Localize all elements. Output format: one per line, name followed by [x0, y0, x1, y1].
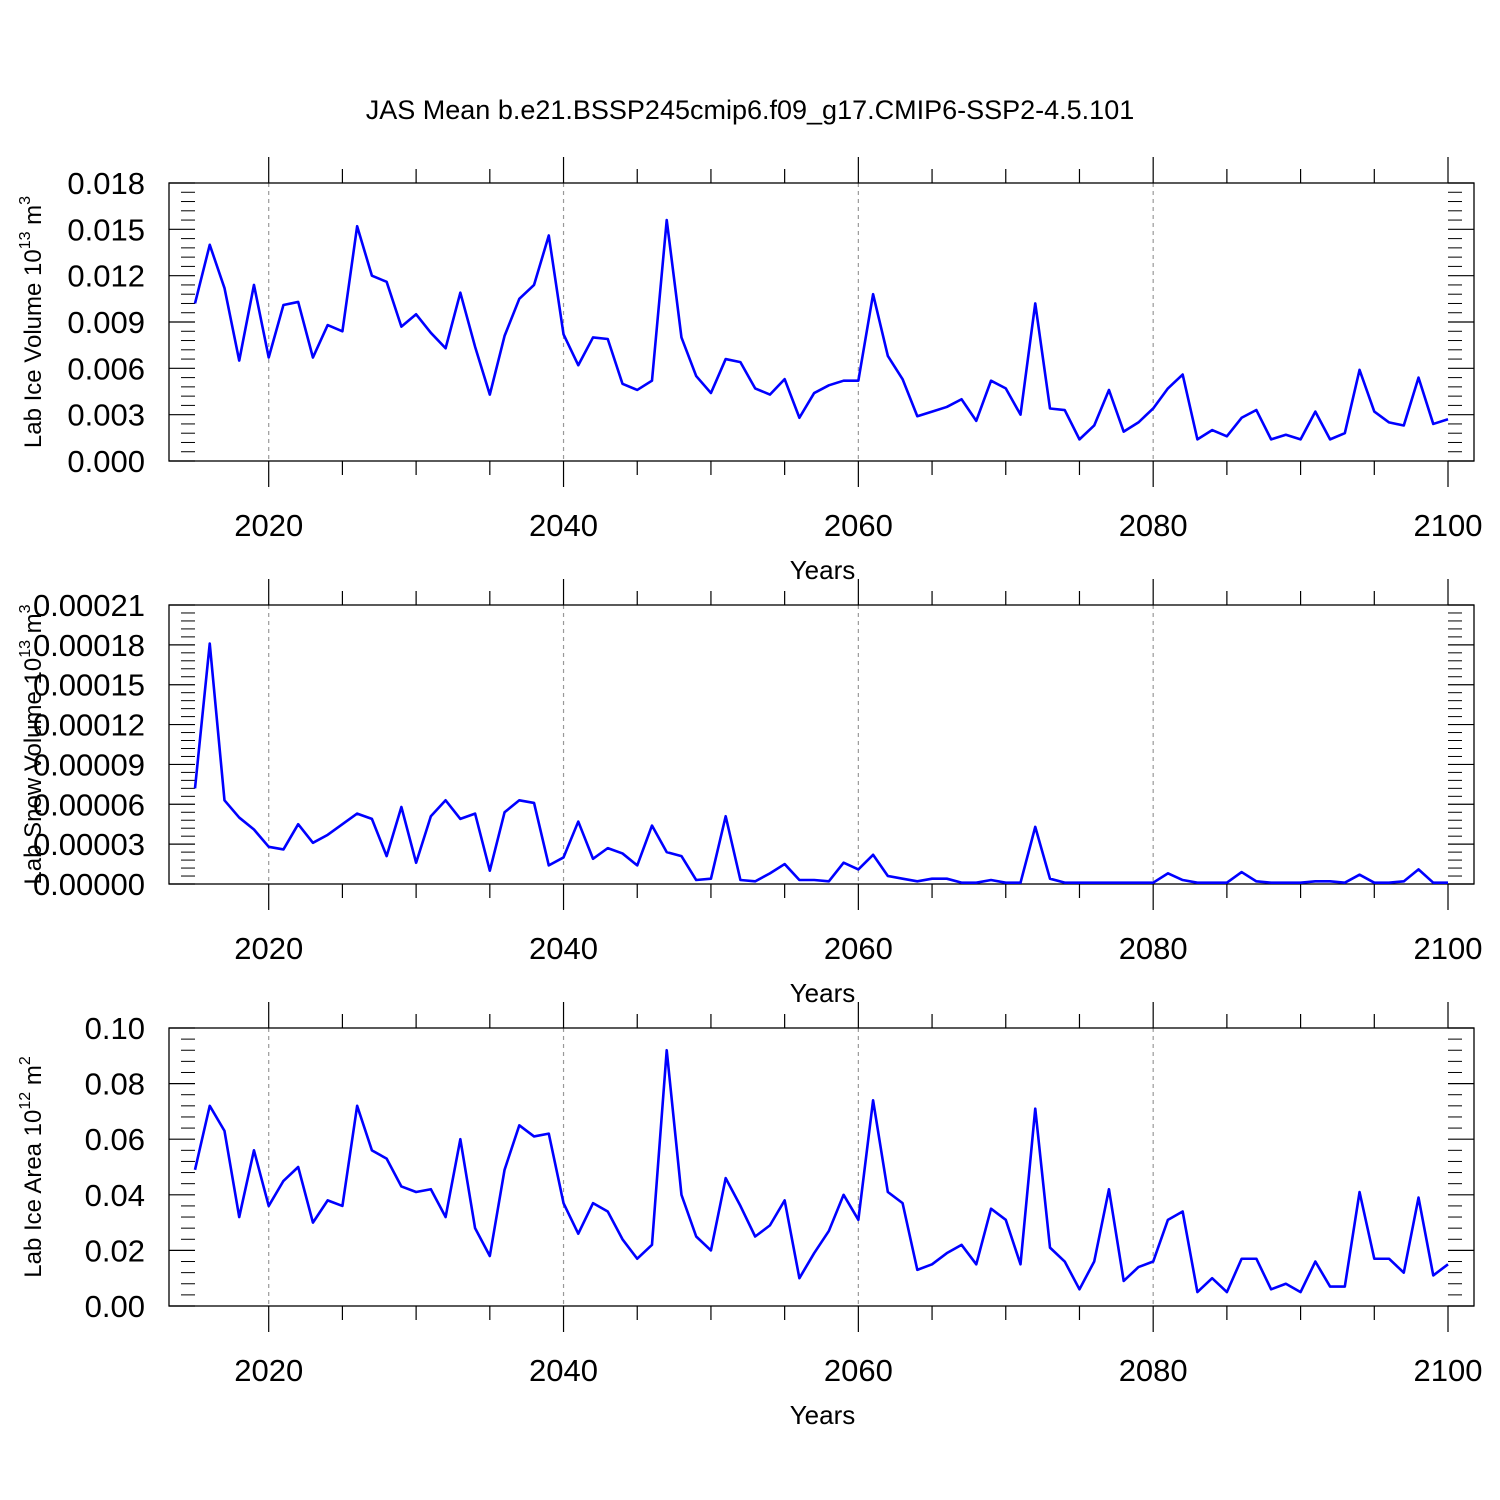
y-axis-label: Lab Ice Volume 1013 m3 — [17, 196, 47, 448]
x-tick-label: 2080 — [1119, 1353, 1188, 1388]
y-tick-label: 0.018 — [67, 166, 145, 201]
y-tick-label: 0.00 — [85, 1289, 145, 1324]
x-tick-label: 2080 — [1119, 508, 1188, 543]
x-axis-label: Years — [790, 555, 856, 585]
x-tick-label: 2040 — [529, 931, 598, 966]
y-tick-label: 0.00000 — [33, 867, 145, 902]
x-tick-label: 2060 — [824, 931, 893, 966]
x-tick-label: 2100 — [1414, 508, 1483, 543]
chart-panel-ice-volume: 2020 2040 2060 2080 2100 Years 0.000 0.003 0.006… — [17, 157, 1482, 585]
x-tick-label: 2040 — [529, 1353, 598, 1388]
y-axis-label-unit-exponent: 3 — [17, 196, 34, 205]
y-tick-label: 0.10 — [85, 1011, 145, 1046]
chart-panel-ice-area: 2020 2040 2060 2080 2100 Years 0.00 0.02 0.04 0.0… — [17, 1002, 1482, 1430]
x-axis-label: Years — [790, 1400, 856, 1430]
x-axis-label: Years — [790, 978, 856, 1008]
x-tick-label: 2020 — [234, 508, 303, 543]
x-tick-label: 2020 — [234, 931, 303, 966]
x-tick-label: 2080 — [1119, 931, 1188, 966]
y-tick-label: 0.006 — [67, 351, 145, 386]
y-tick-label: 0.00018 — [33, 628, 145, 663]
y-tick-label: 0.02 — [85, 1233, 145, 1268]
y-tick-label: 0.00006 — [33, 787, 145, 822]
data-series-line — [193, 218, 1449, 441]
y-axis-label-unit: m — [20, 205, 47, 232]
plot-frame — [168, 1027, 1475, 1307]
plot-frame — [168, 604, 1475, 885]
chart-panel-snow-volume: 2020 2040 2060 2080 2100 Years 0.00000 0.00003 0… — [17, 579, 1482, 1008]
x-tick-label: 2100 — [1414, 1353, 1483, 1388]
x-tick-label: 2060 — [824, 1353, 893, 1388]
y-axis-label-exponent: 13 — [17, 640, 34, 658]
x-tick-label: 2040 — [529, 508, 598, 543]
y-tick-label: 0.04 — [85, 1178, 145, 1213]
y-axis-label: Lab Ice Area 1012 m2 — [17, 1056, 47, 1278]
y-tick-label: 0.00012 — [33, 708, 145, 743]
y-tick-label: 0.08 — [85, 1067, 145, 1102]
y-tick-label: 0.00021 — [33, 588, 145, 623]
y-axis-label-text: Lab Snow Volume 10 — [20, 658, 47, 885]
y-tick-label: 0.00009 — [33, 747, 145, 782]
y-axis-label-unit-exponent: 2 — [17, 1056, 34, 1065]
y-tick-label: 0.012 — [67, 259, 145, 294]
plot-frame — [168, 182, 1475, 462]
y-tick-label: 0.00003 — [33, 827, 145, 862]
y-axis-label-text: Lab Ice Volume 10 — [20, 249, 47, 448]
data-series-line — [193, 642, 1448, 884]
y-axis-label: Lab Snow Volume 1013 m3 — [17, 604, 47, 884]
x-tick-label: 2060 — [824, 508, 893, 543]
y-tick-label: 0.015 — [67, 212, 145, 247]
y-tick-label: 0.003 — [67, 398, 145, 433]
data-series-line — [193, 1048, 1449, 1294]
y-axis-label-exponent: 13 — [17, 231, 34, 249]
y-tick-label: 0.00015 — [33, 668, 145, 703]
y-axis-label-unit-exponent: 3 — [17, 604, 34, 613]
y-axis-label-unit: m — [20, 613, 47, 640]
y-axis-label-exponent: 12 — [17, 1092, 34, 1110]
y-tick-label: 0.000 — [67, 444, 145, 479]
y-tick-label: 0.06 — [85, 1122, 145, 1157]
x-tick-label: 2100 — [1414, 931, 1483, 966]
x-tick-label: 2020 — [234, 1353, 303, 1388]
y-axis-label-unit: m — [20, 1065, 47, 1092]
y-tick-label: 0.009 — [67, 305, 145, 340]
y-axis-label-text: Lab Ice Area 10 — [20, 1110, 47, 1278]
figure-title: JAS Mean b.e21.BSSP245cmip6.f09_g17.CMIP… — [366, 95, 1134, 125]
